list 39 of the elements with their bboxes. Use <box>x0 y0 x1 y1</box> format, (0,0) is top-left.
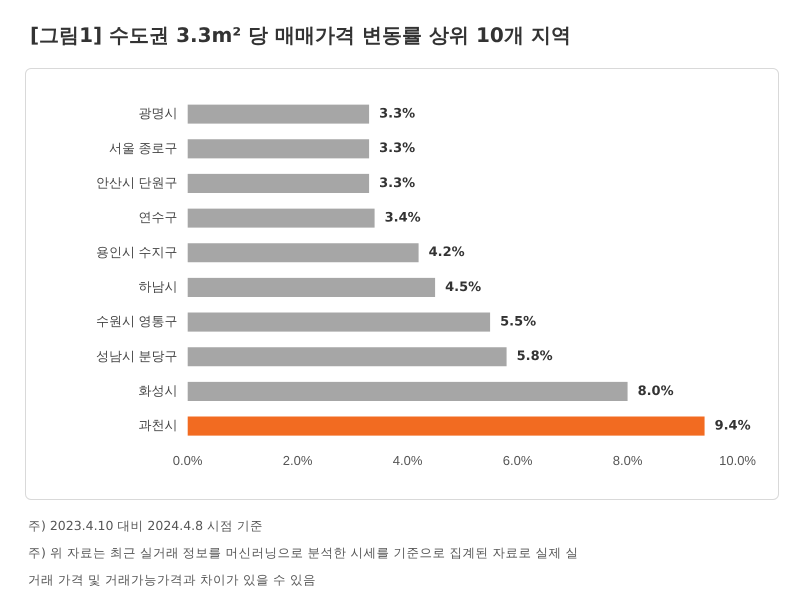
x-tick-label: 4.0% <box>392 452 423 468</box>
bar <box>188 416 705 436</box>
x-tick-label: 6.0% <box>502 452 533 468</box>
bar <box>188 104 370 124</box>
y-tick-label: 과천시 <box>138 418 178 433</box>
y-tick-label: 서울 종로구 <box>108 140 178 156</box>
data-label: 3.3% <box>379 176 416 191</box>
bar <box>188 208 375 228</box>
data-label: 4.2% <box>428 245 465 260</box>
text: 주) 위 자료는 최근 실거래 정보를 머신러닝으로 분석한 시세를 기준으로 집계된 자료로 실제 실거래 가격 및 거래가능가격과 차이가 있을 수 있음 <box>28 544 580 589</box>
y-tick-label: 화성시 <box>138 382 178 398</box>
x-tick-label: 0.0% <box>172 452 203 468</box>
data-label: 3.3% <box>379 141 416 156</box>
data-label: 3.4% <box>384 210 421 226</box>
bar <box>188 278 436 297</box>
y-tick-label: 수원시 영통구 <box>96 314 178 329</box>
y-tick-label: 하남시 <box>138 279 178 294</box>
data-label: 9.4% <box>714 418 751 434</box>
data-label: 4.5% <box>445 280 482 295</box>
bar <box>188 139 370 158</box>
bar <box>188 174 370 193</box>
data-label: 5.8% <box>516 349 553 364</box>
bar <box>188 347 507 366</box>
bar <box>188 312 490 332</box>
x-tick-label: 8.0% <box>612 452 643 468</box>
y-tick-label: 광명시 <box>138 106 178 121</box>
x-tick-label: 10.0% <box>719 452 756 468</box>
chart-title: [그림1] 수도권 3.3m² 당 매매가격 변동률 상위 10개 지역 <box>30 22 571 49</box>
bar <box>188 243 419 262</box>
y-tick-label: 성남시 분당구 <box>96 348 178 364</box>
data-label: 3.3% <box>379 106 416 122</box>
data-label: 8.0% <box>638 384 674 399</box>
bar <box>188 382 628 401</box>
y-tick-label: 용인시 수지구 <box>96 244 178 260</box>
x-tick-label: 2.0% <box>282 452 313 468</box>
text: 주) 2023.4.10 대비 2024.4.8 시점 기준 <box>28 517 264 535</box>
data-label: 5.5% <box>500 314 536 330</box>
y-tick-label: 안산시 단원구 <box>96 175 178 190</box>
y-tick-label: 연수구 <box>138 210 178 225</box>
